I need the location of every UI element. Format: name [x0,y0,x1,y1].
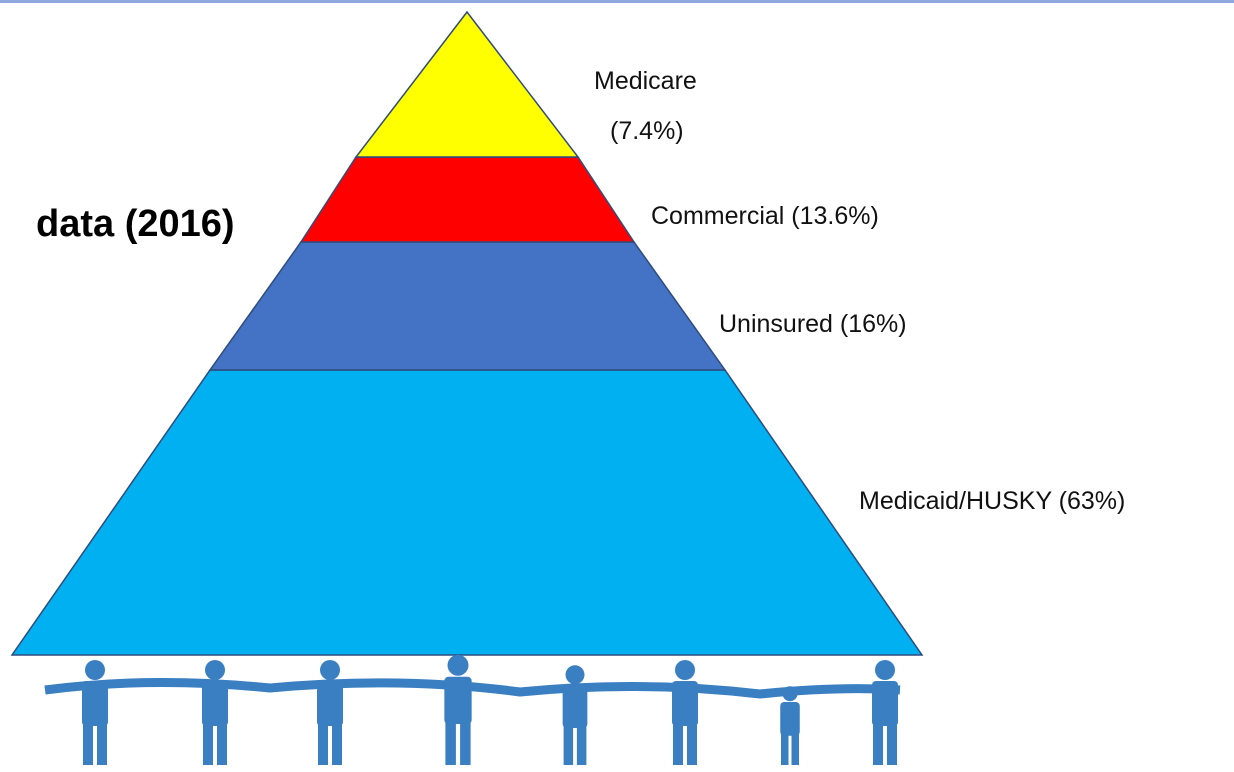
silhouette-part [202,681,228,726]
slide: data (2016) Medicare (7.4%) Commercial (… [0,0,1234,772]
body: data (2016) Medicare (7.4%) Commercial (… [0,0,1234,772]
silhouette-part [83,724,93,765]
silhouette-part [687,724,697,765]
silhouette-part [675,660,695,680]
silhouette-part [317,681,343,726]
tier-commercial [301,157,634,242]
silhouette-part [203,724,213,765]
silhouette-part [672,681,698,726]
silhouette-part [563,685,588,728]
silhouette-part [792,734,800,765]
tier-label: (7.4%) [610,117,684,145]
people-silhouettes [45,655,900,765]
silhouette-part [320,660,340,680]
tier-uninsured [210,242,725,370]
silhouette-part [566,665,585,684]
silhouette-part [673,724,683,765]
silhouette-part [873,724,883,765]
silhouette-part [460,722,471,765]
silhouette-part [872,681,898,726]
heading: data (2016) [36,203,235,245]
silhouette-part [781,734,789,765]
page: Pyramid {"heading": "data (2016)", "tier… [0,0,1234,772]
silhouette-part [564,726,574,765]
silhouette-part [783,686,798,701]
silhouette-part [448,655,469,676]
silhouette-part [318,724,328,765]
tier-label: Commercial (13.6%) [651,202,879,230]
silhouette-part [780,702,800,736]
silhouette-part [82,681,108,726]
tier-label: Medicare [594,67,697,95]
tier-label: Uninsured (16%) [719,310,907,338]
silhouette-part [577,726,587,765]
silhouette-part [205,660,225,680]
silhouette-part [444,677,471,724]
silhouette-part [97,724,107,765]
silhouette-part [875,660,895,680]
silhouette-part [217,724,227,765]
silhouette-part [445,722,456,765]
tier-medicare [356,12,578,157]
silhouette-part [887,724,897,765]
silhouette-part [332,724,342,765]
tier-medicaid [12,370,922,655]
silhouette-part [45,682,900,694]
tier-label: Medicaid/HUSKY (63%) [859,487,1125,515]
silhouette-part [85,660,105,680]
